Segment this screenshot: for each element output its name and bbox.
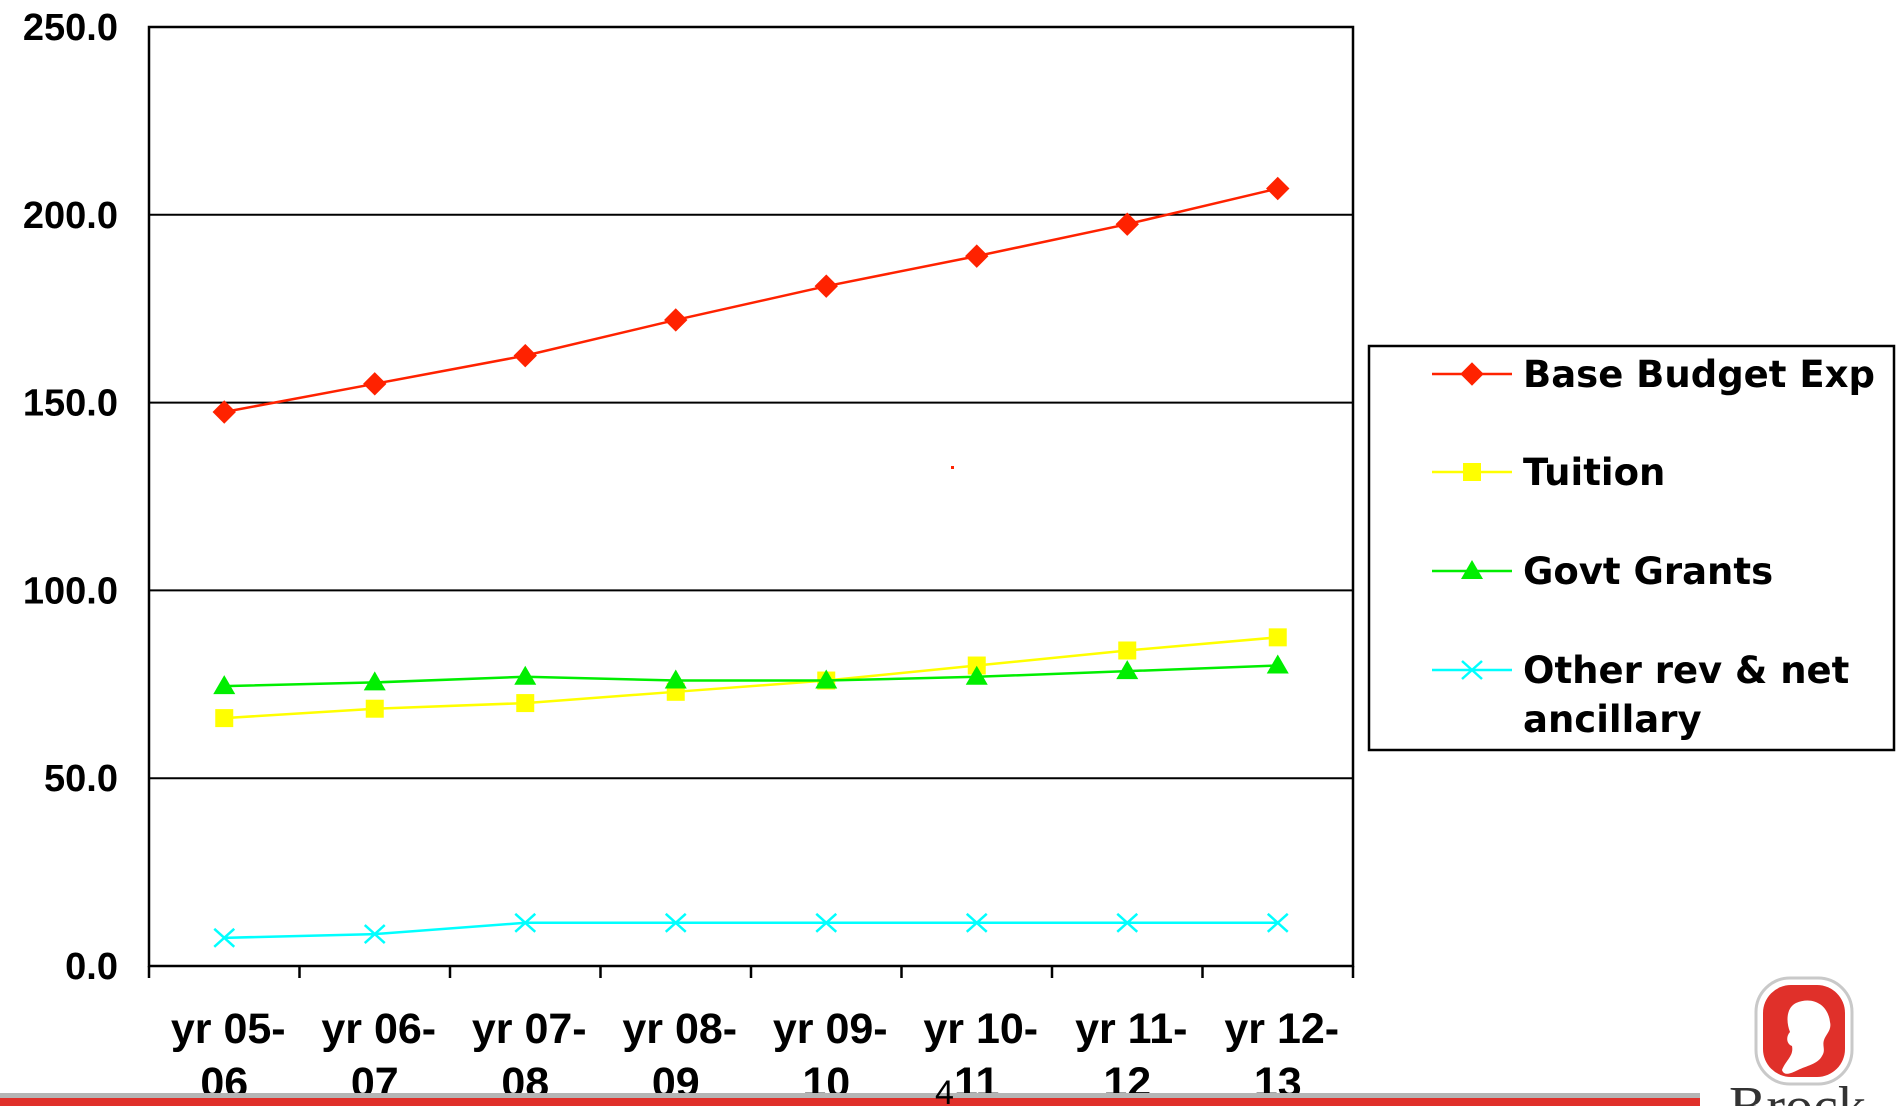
data-point bbox=[1266, 654, 1289, 674]
gridlines bbox=[149, 26, 1353, 780]
data-point bbox=[815, 669, 838, 689]
data-point bbox=[664, 669, 687, 689]
data-point bbox=[213, 675, 236, 695]
legend-marker bbox=[1461, 560, 1483, 579]
data-point bbox=[965, 912, 988, 933]
logo-text: Brock bbox=[1729, 1076, 1866, 1106]
data-point bbox=[1266, 912, 1289, 933]
x-tick-label: yr 12-13 bbox=[1224, 1005, 1339, 1106]
legend-marker bbox=[1463, 463, 1481, 481]
series-1 bbox=[215, 628, 1287, 728]
series bbox=[212, 176, 1290, 948]
data-point bbox=[514, 665, 537, 685]
series-3 bbox=[213, 912, 1289, 948]
legend-label: Tuition bbox=[1523, 451, 1665, 494]
data-point bbox=[1116, 912, 1139, 933]
series-line bbox=[224, 664, 1278, 688]
data-point bbox=[814, 274, 838, 298]
data-point bbox=[1268, 628, 1287, 647]
y-tick-label: 50.0 bbox=[44, 758, 118, 800]
y-tick-label: 0.0 bbox=[65, 946, 118, 988]
legend-entry: Tuition bbox=[1432, 451, 1665, 494]
legend-marker bbox=[1461, 660, 1483, 680]
footer-rule bbox=[0, 1093, 1700, 1106]
plot-border bbox=[147, 25, 1355, 968]
legend-marker bbox=[1460, 362, 1484, 386]
series-line bbox=[224, 636, 1278, 720]
series-line bbox=[224, 187, 1279, 414]
data-point bbox=[965, 665, 988, 685]
silhouette-portrait-seal-icon bbox=[1754, 976, 1854, 1086]
x-tick-label: yr 11-12 bbox=[1075, 1005, 1187, 1106]
legend-entry: Base Budget Exp bbox=[1432, 353, 1875, 396]
data-point bbox=[363, 372, 387, 396]
data-point bbox=[212, 400, 236, 424]
data-point bbox=[363, 924, 386, 945]
data-point bbox=[664, 308, 688, 332]
data-point bbox=[215, 709, 234, 728]
y-tick-label: 250.0 bbox=[23, 7, 118, 49]
data-point bbox=[1115, 212, 1139, 236]
x-tick-labels: yr 05-06 yr 06-07 yr 07-08 yr 08-09 yr 09-10… bbox=[171, 1005, 1339, 1106]
data-point bbox=[664, 912, 687, 933]
x-tick-label: yr 06-07 bbox=[321, 1005, 436, 1106]
y-tick-label: 200.0 bbox=[23, 195, 118, 237]
data-point bbox=[514, 912, 537, 933]
legend-label: Govt Grants bbox=[1523, 550, 1773, 593]
y-tick-labels: 0.0 50.0 100.0 150.0 200.0 250.0 bbox=[23, 7, 118, 988]
data-point bbox=[815, 912, 838, 933]
legend-entry: Other rev & net ancillary bbox=[1432, 649, 1849, 741]
y-tick-label: 150.0 bbox=[23, 383, 118, 425]
x-tick-label: yr 10-11 bbox=[923, 1005, 1038, 1106]
legend-label: Other rev & net ancillary bbox=[1523, 649, 1849, 741]
series-line bbox=[224, 921, 1278, 940]
legend-entry: Govt Grants bbox=[1432, 550, 1773, 593]
data-point bbox=[1266, 176, 1290, 201]
x-tick-label: yr 08-09 bbox=[622, 1005, 737, 1106]
page-number: 4 bbox=[935, 1074, 954, 1106]
series-0 bbox=[212, 176, 1290, 424]
data-point bbox=[516, 694, 535, 713]
data-point bbox=[365, 699, 384, 718]
legend: Base Budget Exp Tuition Govt Grants Other r… bbox=[1367, 344, 1896, 752]
series-2 bbox=[213, 654, 1289, 695]
x-tick-label: yr 05-06 bbox=[171, 1005, 286, 1106]
axes bbox=[147, 25, 1355, 978]
legend-box bbox=[1367, 344, 1896, 752]
stray-dot bbox=[951, 466, 954, 469]
x-tick-label: yr 09-10 bbox=[773, 1005, 888, 1106]
data-point bbox=[213, 927, 236, 948]
y-tick-label: 100.0 bbox=[23, 570, 118, 612]
legend-label: Base Budget Exp bbox=[1523, 353, 1875, 396]
data-point bbox=[513, 343, 537, 368]
data-point bbox=[363, 671, 386, 691]
data-point bbox=[965, 244, 989, 268]
data-point bbox=[1116, 660, 1139, 680]
data-point bbox=[967, 656, 986, 675]
data-point bbox=[1118, 641, 1137, 660]
x-tick-label: yr 07-08 bbox=[472, 1005, 587, 1106]
